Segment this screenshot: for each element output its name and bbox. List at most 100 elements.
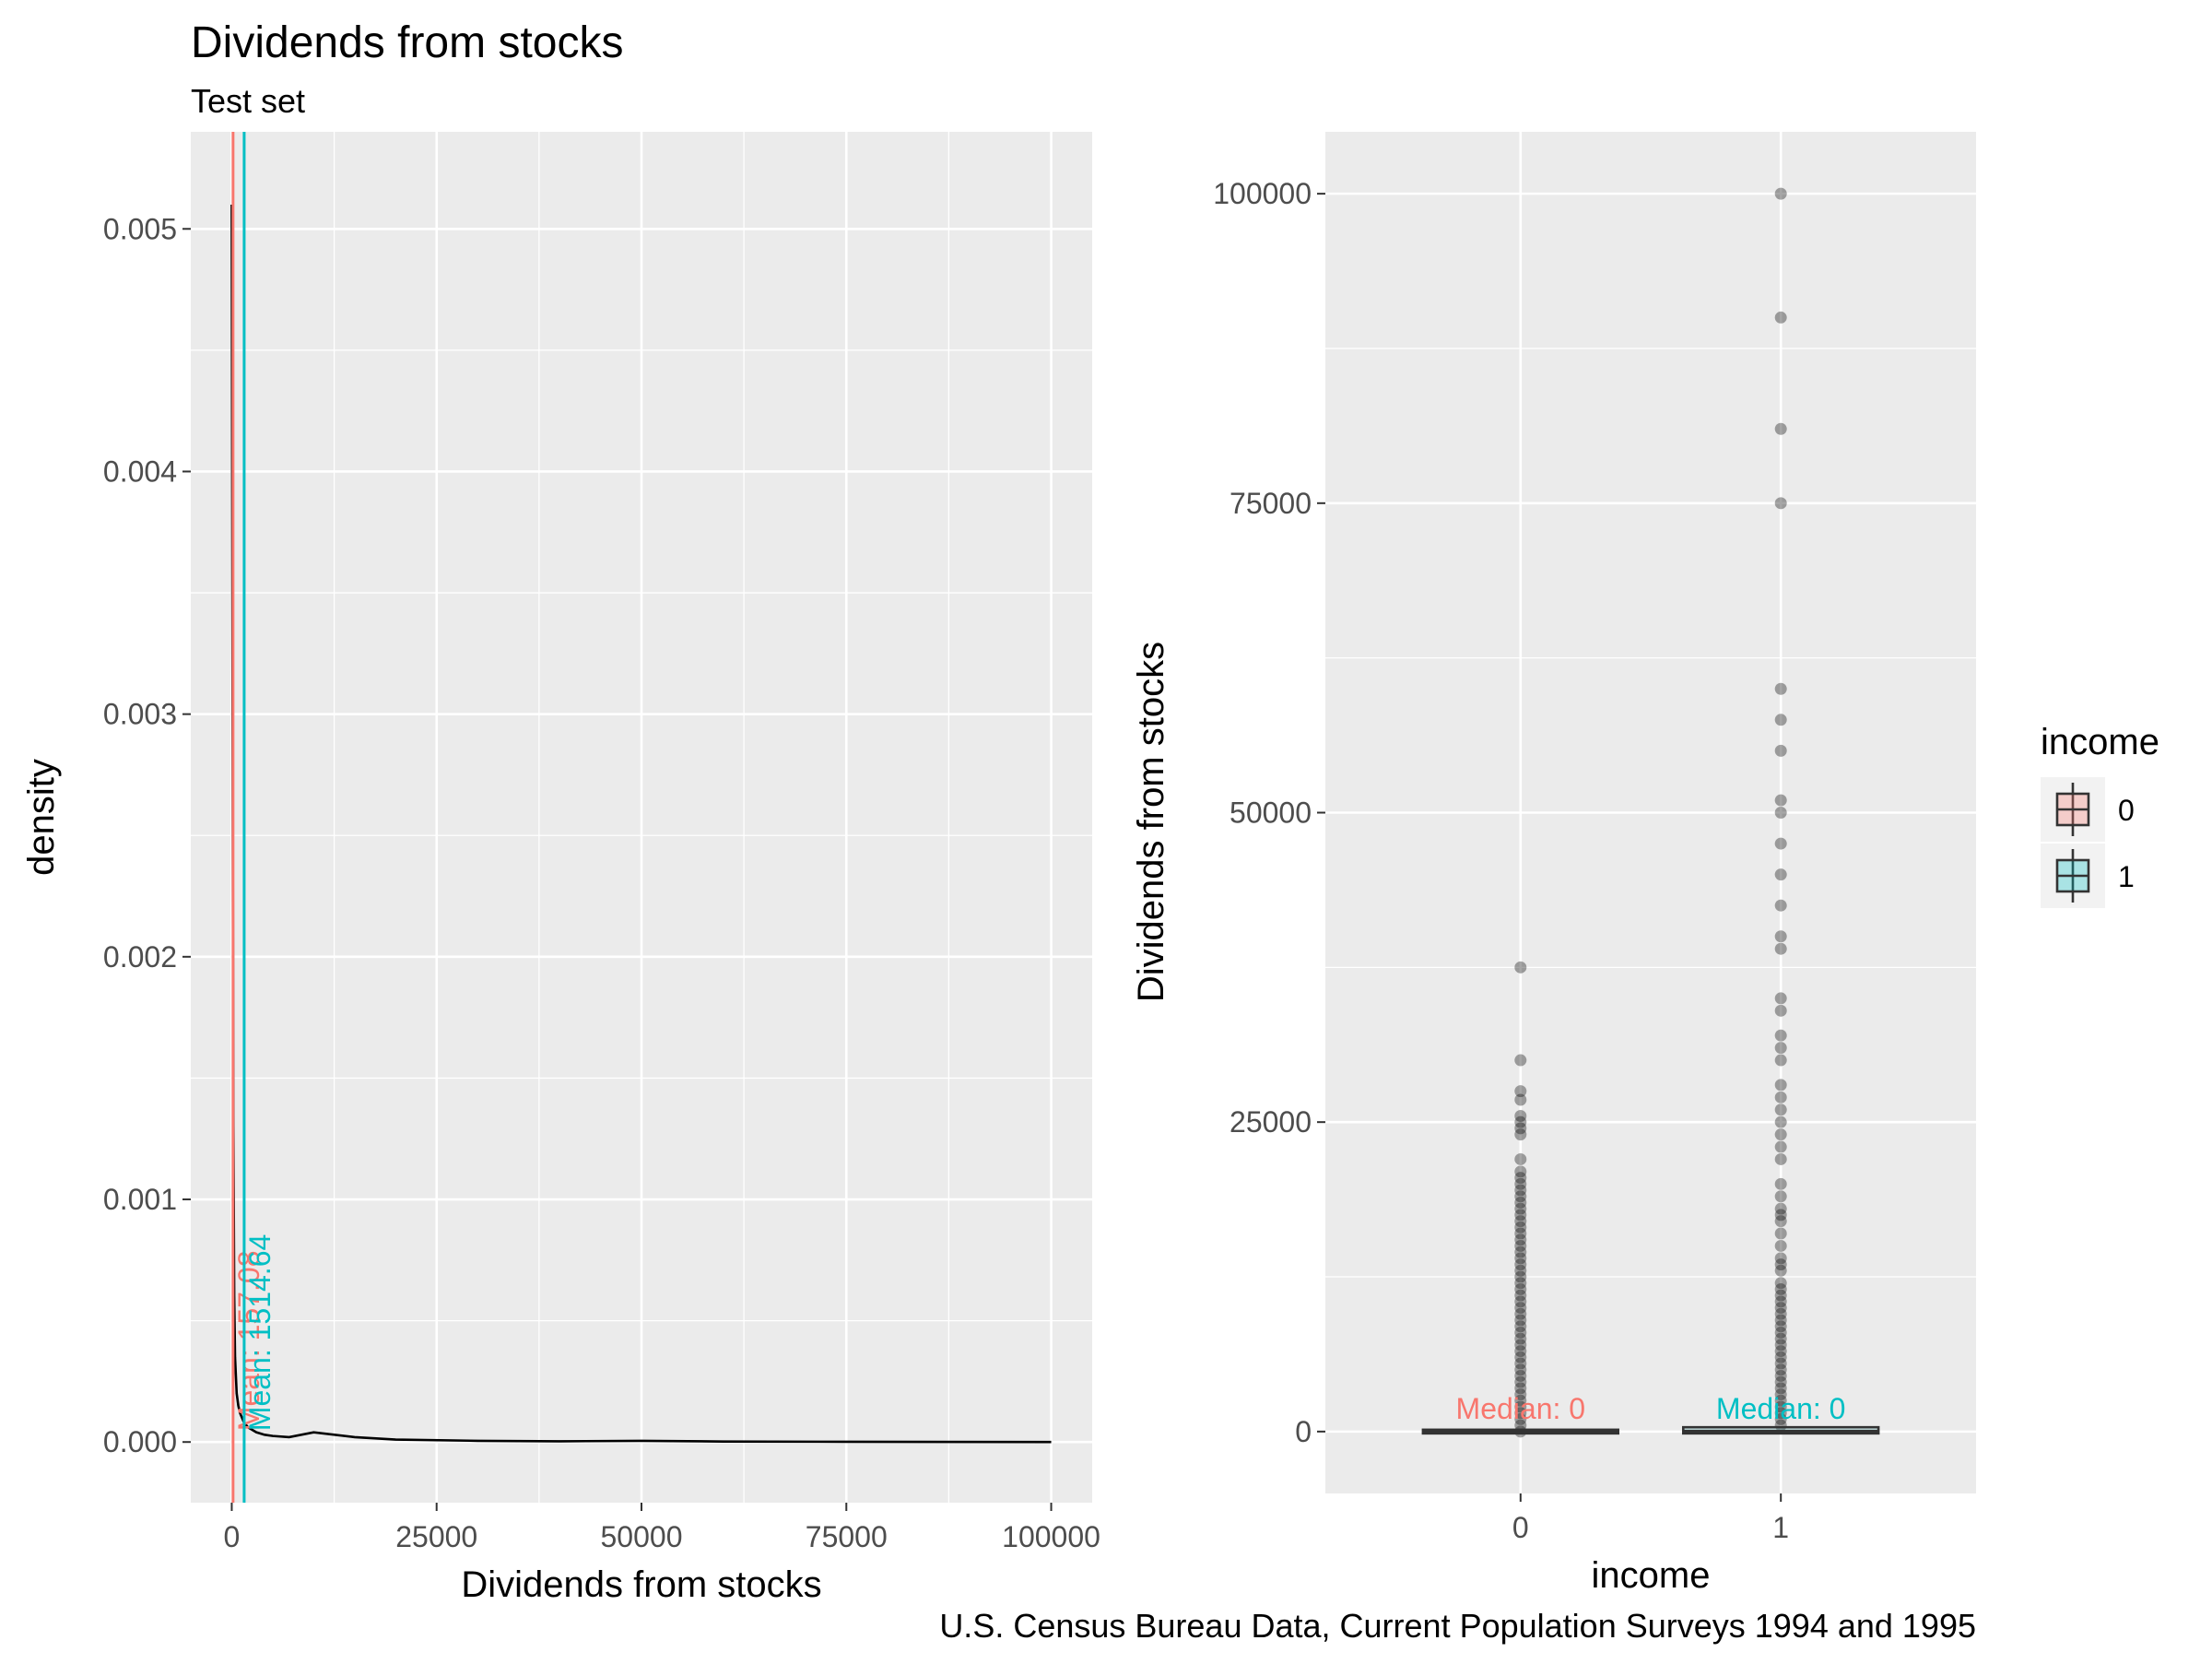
outlier-point (1774, 1252, 1787, 1265)
outlier-point (1514, 1252, 1527, 1265)
outlier-point (1514, 1412, 1527, 1425)
outlier-point (1774, 1345, 1787, 1358)
outlier-point (1514, 1128, 1527, 1141)
outlier-point (1514, 1357, 1527, 1370)
outlier-point (1774, 1115, 1787, 1128)
outlier-point (1514, 1302, 1527, 1315)
outlier-point (1514, 1407, 1527, 1420)
outlier-point (1774, 1388, 1787, 1401)
outlier-point (1514, 1295, 1527, 1308)
y-tick-label: 75000 (1230, 487, 1312, 520)
y-axis-title: density (21, 759, 62, 876)
outlier-point (1774, 1332, 1787, 1345)
outlier-point (1774, 1091, 1787, 1103)
outlier-point (1514, 1221, 1527, 1233)
outlier-point (1774, 1382, 1787, 1395)
y-tick-label: 0.001 (103, 1183, 177, 1216)
outlier-point (1514, 1122, 1527, 1135)
outlier-point (1774, 1190, 1787, 1203)
outlier-point (1514, 1152, 1527, 1165)
outlier-point (1774, 1103, 1787, 1116)
outlier-point (1774, 1264, 1787, 1277)
outlier-point (1514, 1400, 1527, 1413)
outlier-point (1514, 961, 1527, 974)
outlier-point (1514, 1093, 1527, 1106)
mean-label-income-1: Mean: 1514.64 (243, 1234, 276, 1432)
outlier-point (1514, 1351, 1527, 1363)
outlier-point (1774, 868, 1787, 881)
outlier-point (1514, 1190, 1527, 1203)
outlier-point (1774, 1357, 1787, 1370)
outlier-point (1514, 1172, 1527, 1185)
outlier-point (1774, 1215, 1787, 1228)
outlier-point (1514, 1115, 1527, 1128)
x-tick-label: 0 (1512, 1511, 1529, 1544)
boxplot-panel: 0 25000 50000 75000 100000 0 1 Median: 0 Median:… (1131, 132, 1976, 1596)
outlier-point (1514, 1277, 1527, 1290)
y-tick-label: 25000 (1230, 1105, 1312, 1139)
outlier-point (1774, 1326, 1787, 1339)
outlier-point (1514, 1289, 1527, 1302)
box-income-0: Median: 0 (1421, 961, 1620, 1438)
legend: income 0 1 (2041, 722, 2159, 908)
y-axis-title: Dividends from stocks (1131, 642, 1171, 1002)
median-label: Median: 0 (1456, 1392, 1586, 1425)
outlier-point (1514, 1264, 1527, 1277)
outlier-point (1514, 1382, 1527, 1395)
legend-label: 0 (2118, 794, 2135, 827)
outlier-point (1774, 1258, 1787, 1271)
outlier-point (1774, 1227, 1787, 1240)
outlier-point (1774, 311, 1787, 324)
outlier-point (1774, 1351, 1787, 1363)
outlier-point (1514, 1202, 1527, 1215)
outlier-point (1774, 1004, 1787, 1017)
outlier-point (1774, 1202, 1787, 1215)
outlier-point (1774, 837, 1787, 850)
outlier-point (1774, 187, 1787, 200)
y-tick-label: 0.004 (103, 454, 177, 488)
x-tick-label: 50000 (601, 1520, 683, 1553)
outlier-point (1514, 1363, 1527, 1376)
outlier-point (1514, 1227, 1527, 1240)
outlier-point (1774, 1339, 1787, 1351)
outlier-point (1774, 497, 1787, 510)
outlier-point (1774, 1054, 1787, 1067)
outlier-point (1514, 1085, 1527, 1098)
x-tick-label: 0 (224, 1520, 241, 1553)
outlier-point (1514, 1215, 1527, 1228)
outlier-point (1774, 682, 1787, 695)
outlier-point (1774, 1277, 1787, 1290)
x-tick-label: 25000 (395, 1520, 477, 1553)
outlier-point (1514, 1369, 1527, 1382)
outlier-point (1514, 1282, 1527, 1295)
outlier-point (1774, 1239, 1787, 1252)
legend-title: income (2041, 722, 2159, 762)
outlier-point (1774, 1042, 1787, 1055)
outlier-point (1774, 714, 1787, 726)
outlier-point (1514, 1245, 1527, 1258)
outlier-point (1514, 1177, 1527, 1190)
outlier-point (1774, 1369, 1787, 1382)
outlier-point (1514, 1314, 1527, 1327)
outlier-point (1514, 1270, 1527, 1283)
y-tick-label: 100000 (1213, 177, 1312, 210)
outlier-point (1774, 1320, 1787, 1333)
outlier-point (1514, 1233, 1527, 1246)
x-tick-label: 75000 (806, 1520, 888, 1553)
x-tick-label: 100000 (1002, 1520, 1100, 1553)
outlier-point (1514, 1375, 1527, 1388)
density-curve (230, 204, 1052, 1444)
outlier-point (1514, 1209, 1527, 1221)
outlier-point (1774, 1302, 1787, 1315)
outlier-point (1774, 1394, 1787, 1407)
mean-label-income-0: Mean: 157.08 (232, 1251, 265, 1432)
outlier-point (1774, 1128, 1787, 1141)
outlier-point (1514, 1184, 1527, 1197)
outlier-point (1774, 942, 1787, 955)
outlier-point (1774, 744, 1787, 757)
x-tick-label: 1 (1772, 1511, 1789, 1544)
outlier-point (1774, 1407, 1787, 1420)
density-panel: 0 25000 50000 75000 100000 0.000 0.001 0.002 0.0… (21, 132, 1100, 1605)
outlier-point (1514, 1394, 1527, 1407)
